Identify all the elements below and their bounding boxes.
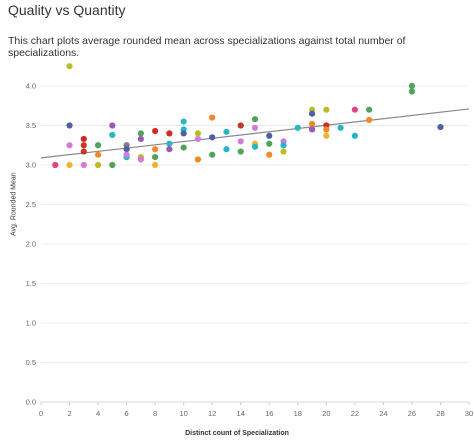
data-point[interactable] xyxy=(66,142,73,149)
data-point[interactable] xyxy=(209,134,216,141)
data-point[interactable] xyxy=(209,114,216,121)
data-point[interactable] xyxy=(280,148,287,155)
data-point[interactable] xyxy=(180,130,187,137)
data-point[interactable] xyxy=(109,122,116,129)
data-point[interactable] xyxy=(152,146,159,153)
data-point[interactable] xyxy=(66,122,73,129)
data-point[interactable] xyxy=(166,130,173,137)
data-point[interactable] xyxy=(152,161,159,169)
data-point[interactable] xyxy=(280,142,287,149)
y-tick-label: 0.5 xyxy=(26,358,36,367)
x-tick-label: 24 xyxy=(379,409,387,418)
y-tick-label: 4.0 xyxy=(26,82,36,91)
data-point[interactable] xyxy=(251,124,259,131)
data-point[interactable] xyxy=(94,161,102,169)
x-tick-label: 0 xyxy=(39,409,43,418)
x-tick-label: 30 xyxy=(465,409,473,418)
data-point[interactable] xyxy=(137,130,144,137)
data-point[interactable] xyxy=(152,127,159,135)
data-point[interactable] xyxy=(80,148,87,155)
data-point[interactable] xyxy=(52,161,59,169)
data-point[interactable] xyxy=(308,120,316,128)
data-point[interactable] xyxy=(251,116,259,123)
x-tick-label: 2 xyxy=(67,409,71,418)
data-point[interactable] xyxy=(223,128,230,135)
data-point[interactable] xyxy=(351,132,358,139)
data-point[interactable] xyxy=(194,156,202,163)
x-axis-ticks: 0 2 4 6 8 10 12 14 16 18 20 22 24 26 28 30 xyxy=(39,409,473,418)
data-point[interactable] xyxy=(123,146,130,153)
x-tick-label: 8 xyxy=(153,409,157,418)
y-axis-ticks: 0.0 0.5 1.0 1.5 2.0 2.5 3.0 3.5 4.0 xyxy=(26,82,36,407)
data-point[interactable] xyxy=(194,130,202,137)
x-tick-label: 22 xyxy=(351,409,359,418)
data-point[interactable] xyxy=(366,116,373,124)
x-tick-label: 18 xyxy=(294,409,302,418)
chart-title: Quality vs Quantity xyxy=(8,2,126,18)
data-point[interactable] xyxy=(209,151,216,158)
x-tick-label: 12 xyxy=(208,409,216,418)
data-point[interactable] xyxy=(80,161,87,169)
x-tick-label: 20 xyxy=(322,409,330,418)
x-tick-label: 6 xyxy=(125,409,129,418)
data-point[interactable] xyxy=(152,154,159,161)
data-point[interactable] xyxy=(80,135,87,143)
x-tick-label: 28 xyxy=(436,409,444,418)
data-point[interactable] xyxy=(337,124,344,131)
data-point[interactable] xyxy=(66,63,73,70)
data-point[interactable] xyxy=(94,142,102,149)
y-tick-label: 3.0 xyxy=(26,161,36,170)
data-point[interactable] xyxy=(237,138,244,145)
y-tick-label: 1.5 xyxy=(26,279,36,288)
data-point[interactable] xyxy=(308,110,316,117)
x-tick-label: 4 xyxy=(96,409,100,418)
data-point[interactable] xyxy=(137,135,144,143)
data-point[interactable] xyxy=(180,118,187,125)
data-point[interactable] xyxy=(109,131,116,139)
data-point[interactable] xyxy=(251,143,259,150)
data-point[interactable] xyxy=(408,88,416,95)
x-tick-label: 16 xyxy=(265,409,273,418)
x-tick-label: 10 xyxy=(179,409,187,418)
data-point[interactable] xyxy=(237,148,244,155)
x-tick-label: 26 xyxy=(408,409,416,418)
data-point[interactable] xyxy=(180,144,187,151)
trend-line-group xyxy=(40,108,470,159)
data-point[interactable] xyxy=(323,106,330,113)
data-point[interactable] xyxy=(294,124,301,131)
x-axis-label: Distinct count of Specialization xyxy=(185,430,289,437)
trend-line xyxy=(40,108,470,159)
data-point[interactable] xyxy=(194,135,202,143)
y-tick-label: 3.5 xyxy=(26,121,36,130)
data-point[interactable] xyxy=(366,106,373,113)
data-point[interactable] xyxy=(166,140,173,147)
data-point[interactable] xyxy=(408,82,416,90)
data-point[interactable] xyxy=(66,161,73,169)
chart-subtitle: This chart plots average rounded mean ac… xyxy=(8,35,406,59)
data-point[interactable] xyxy=(437,123,444,131)
data-point[interactable] xyxy=(266,140,273,147)
data-point[interactable] xyxy=(80,142,87,149)
data-point[interactable] xyxy=(94,151,102,158)
data-point[interactable] xyxy=(266,132,273,139)
data-point[interactable] xyxy=(223,146,230,153)
data-point[interactable] xyxy=(109,161,116,169)
data-point[interactable] xyxy=(166,146,173,153)
data-point[interactable] xyxy=(266,151,273,158)
data-point[interactable] xyxy=(308,126,316,133)
data-point[interactable] xyxy=(323,132,330,139)
y-tick-label: 2.0 xyxy=(26,240,36,249)
data-points xyxy=(52,63,444,169)
data-point[interactable] xyxy=(351,106,358,113)
data-point[interactable] xyxy=(137,156,144,163)
y-tick-label: 1.0 xyxy=(26,319,36,328)
y-tick-label: 2.5 xyxy=(26,200,36,209)
y-tick-label: 0.0 xyxy=(26,398,36,407)
data-point[interactable] xyxy=(323,126,330,133)
x-tick-label: 14 xyxy=(237,409,245,418)
data-point[interactable] xyxy=(237,122,244,129)
data-point[interactable] xyxy=(123,151,130,158)
